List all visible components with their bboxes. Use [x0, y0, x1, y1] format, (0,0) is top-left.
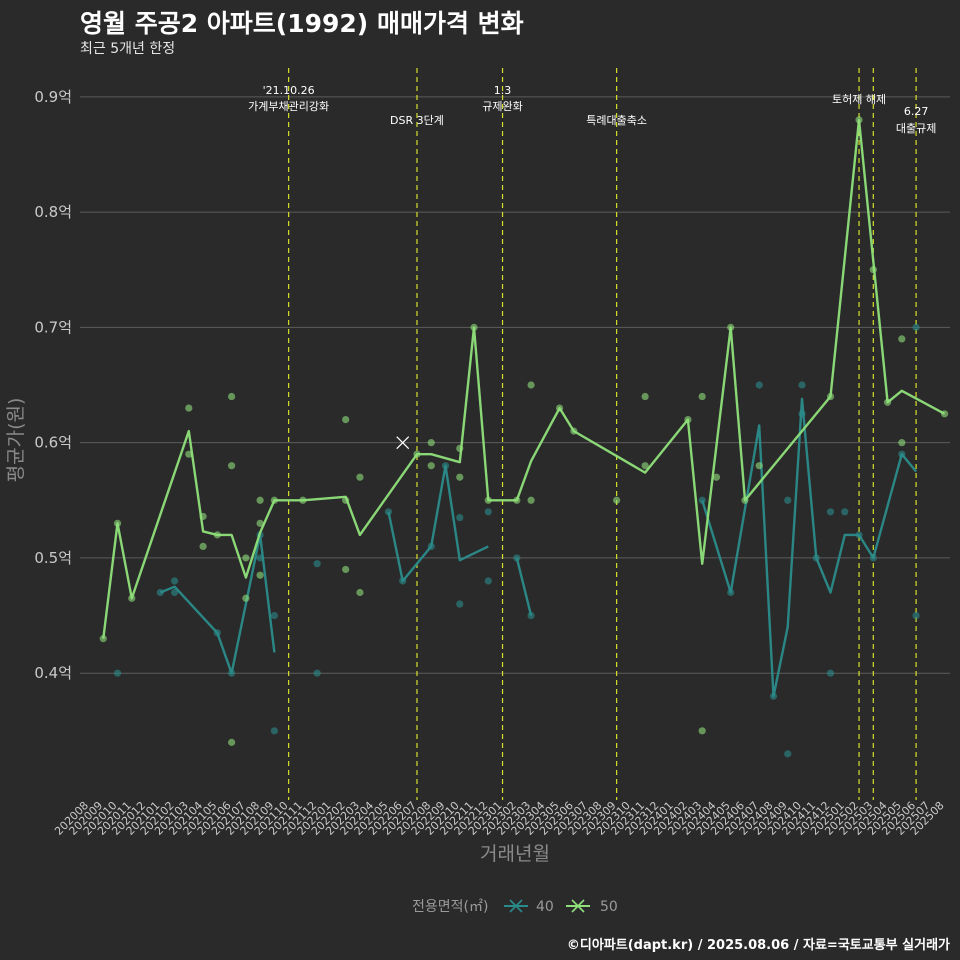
data-point-50	[356, 473, 364, 481]
data-point-50	[698, 392, 706, 401]
data-point-40	[826, 508, 835, 516]
legend-x-marker-40	[509, 899, 523, 913]
x-axis-title: 거래년월	[480, 843, 550, 865]
data-point-40	[170, 588, 179, 597]
data-point-50	[755, 462, 763, 470]
data-point-50	[613, 496, 621, 504]
data-point-50	[356, 588, 364, 597]
data-point-40	[912, 323, 920, 331]
data-point-40	[170, 577, 179, 585]
data-point-40	[798, 381, 806, 389]
series-line-40	[515, 557, 533, 616]
event-label: 1.3	[494, 84, 512, 97]
y-axis-ticks: 0.4억 0.5억 0.6억 0.7억 0.8억 0.9억	[34, 88, 72, 682]
legend: 전용면적(㎡) 40 50	[412, 899, 618, 915]
chart-subtitle: 최근 5개년 한정	[80, 41, 176, 57]
y-tick-label: 0.7억	[34, 318, 72, 336]
series-layer	[99, 116, 949, 758]
legend-x-marker-50	[571, 899, 585, 913]
event-label: 규제완화	[482, 100, 522, 113]
source-caption: ©디아파트(dapt.kr) / 2025.08.06 / 자료=국토교통부 실…	[566, 938, 950, 953]
data-point-50	[427, 439, 435, 447]
chart-title: 영월 주공2 아파트(1992) 매매가격 변화	[80, 9, 524, 38]
grid-lines	[80, 96, 950, 674]
data-point-50	[228, 738, 236, 746]
data-point-50	[228, 392, 236, 401]
data-point-40	[484, 508, 492, 516]
data-point-40	[912, 611, 920, 620]
data-point-50	[228, 462, 236, 470]
data-point-40	[313, 560, 321, 568]
series-line-50	[102, 118, 946, 639]
data-point-50	[199, 542, 207, 550]
series-line-40	[701, 397, 918, 698]
data-point-50	[256, 519, 264, 527]
series-line-40	[387, 464, 489, 583]
event-label: 6.27	[904, 105, 929, 118]
data-point-40	[113, 669, 122, 677]
event-label: 특례대출축소	[586, 114, 647, 127]
legend-label-50: 50	[600, 899, 618, 915]
data-point-50	[527, 381, 535, 389]
data-point-40	[784, 750, 792, 758]
data-point-40	[456, 513, 464, 522]
data-point-50	[527, 496, 535, 504]
legend-label-40: 40	[536, 899, 554, 915]
data-point-40	[784, 496, 792, 504]
data-point-50	[185, 450, 193, 458]
legend-item-50: 50	[566, 899, 618, 915]
x-axis-ticks: 2020082020092020102020112020122021012021…	[52, 799, 946, 838]
series-line-40	[159, 533, 276, 675]
data-point-40	[841, 508, 849, 516]
data-point-40	[456, 600, 464, 608]
y-axis-title: 평균가(원)	[5, 398, 27, 483]
event-label: DSR 3단계	[390, 114, 444, 127]
event-label: 토허제 해제	[832, 92, 886, 106]
data-point-50	[712, 473, 721, 481]
data-point-50	[641, 392, 649, 401]
data-point-50	[256, 496, 264, 504]
series-50	[99, 116, 949, 746]
y-tick-label: 0.9억	[34, 88, 72, 106]
legend-title: 전용면적(㎡)	[412, 899, 488, 915]
data-point-50	[427, 462, 435, 470]
data-point-50	[185, 404, 193, 412]
highlight-x-marker	[396, 436, 410, 450]
data-point-40	[313, 669, 321, 677]
data-point-40	[755, 381, 763, 389]
y-tick-label: 0.6억	[34, 434, 72, 452]
event-label: '21.10.26	[263, 84, 315, 97]
data-point-40	[270, 727, 278, 735]
data-point-50	[99, 635, 107, 643]
data-point-50	[698, 727, 706, 735]
data-point-40	[826, 669, 835, 677]
y-tick-label: 0.5억	[34, 549, 72, 567]
data-point-50	[242, 594, 250, 602]
y-tick-label: 0.4억	[34, 664, 72, 682]
series-40	[113, 323, 920, 758]
data-point-40	[270, 611, 278, 620]
event-label: 가계부채관리강화	[248, 100, 329, 113]
data-point-40	[484, 577, 492, 585]
y-tick-label: 0.8억	[34, 203, 72, 221]
data-point-50	[242, 554, 250, 562]
event-label: 대출규제	[896, 122, 936, 135]
data-point-50	[342, 565, 350, 574]
data-point-50	[456, 473, 464, 481]
data-point-50	[256, 571, 264, 579]
data-point-50	[898, 335, 906, 343]
data-point-50	[342, 415, 350, 424]
data-point-50	[641, 462, 649, 470]
legend-item-40: 40	[504, 899, 554, 915]
data-point-50	[898, 439, 906, 447]
